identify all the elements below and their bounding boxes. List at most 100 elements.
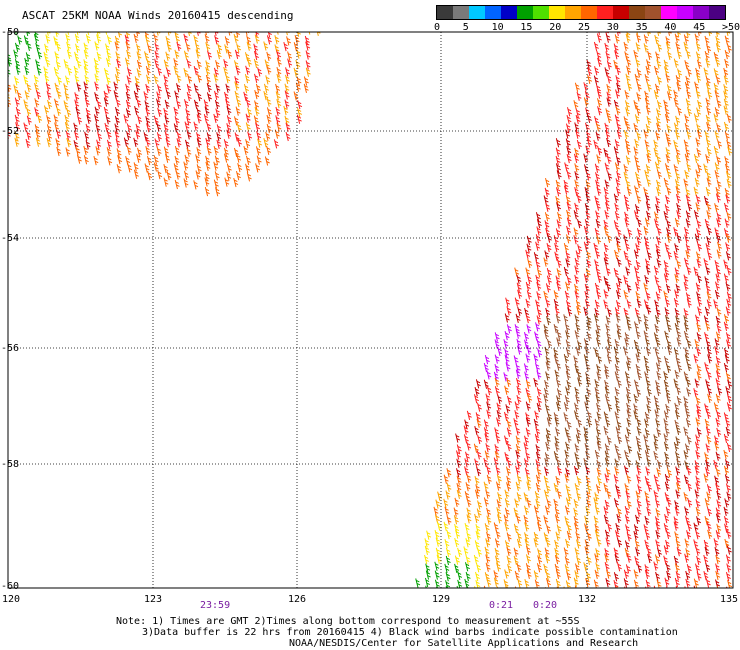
- wind-barb: [527, 274, 533, 285]
- wind-barb: [165, 138, 171, 148]
- wind-barb: [574, 274, 580, 284]
- wind-barb: [604, 364, 609, 374]
- wind-barb: [596, 89, 602, 99]
- wind-barb: [633, 410, 639, 420]
- wind-barb: [263, 41, 269, 51]
- wind-barb: [483, 585, 487, 588]
- wind-barb: [504, 522, 510, 532]
- wind-barb: [276, 98, 282, 109]
- wind-barb: [504, 507, 510, 517]
- wind-barb: [555, 138, 561, 148]
- wind-barb: [425, 585, 428, 588]
- wind-barb: [245, 32, 250, 36]
- wind-barb: [554, 243, 560, 253]
- wind-barb: [664, 330, 670, 340]
- wind-barb: [596, 402, 602, 413]
- wind-barb: [293, 91, 299, 101]
- wind-barb: [654, 65, 660, 76]
- wind-barb: [675, 75, 681, 85]
- wind-barb: [575, 434, 581, 444]
- wind-barb: [655, 482, 661, 492]
- wind-barb: [415, 578, 421, 588]
- wind-barb: [725, 251, 731, 261]
- wind-barb: [684, 354, 690, 364]
- wind-barb: [543, 515, 549, 525]
- wind-barb: [613, 146, 619, 156]
- wind-barb: [623, 129, 629, 140]
- wind-barb: [34, 98, 40, 108]
- wind-barb: [597, 476, 602, 486]
- wind-barb: [616, 489, 622, 499]
- wind-barb: [316, 32, 321, 36]
- wind-barb: [484, 450, 490, 460]
- wind-barb: [653, 395, 659, 405]
- wind-barb: [673, 250, 679, 261]
- wind-barb: [607, 339, 612, 349]
- wind-barb: [173, 58, 179, 68]
- wind-barb: [536, 291, 542, 301]
- wind-barb: [485, 393, 491, 403]
- wind-barb: [704, 50, 710, 61]
- wind-barb: [674, 179, 680, 189]
- wind-barb: [525, 417, 531, 427]
- wind-barb: [633, 393, 639, 404]
- wind-barb: [217, 43, 223, 53]
- wind-barb: [713, 82, 719, 93]
- wind-barb: [196, 132, 201, 142]
- wind-barb: [596, 537, 602, 547]
- wind-barb: [715, 363, 721, 373]
- wind-barb: [665, 36, 671, 46]
- wind-barb: [204, 187, 210, 197]
- wind-barb: [266, 114, 272, 125]
- wind-barb: [515, 313, 521, 324]
- wind-barb: [695, 530, 701, 540]
- wind-barb: [534, 587, 536, 588]
- wind-barb: [636, 426, 642, 436]
- wind-barb: [593, 75, 599, 85]
- wind-barb: [624, 139, 630, 149]
- wind-barb: [586, 258, 592, 269]
- wind-barb: [595, 323, 601, 333]
- wind-barb: [587, 418, 593, 428]
- wind-barb: [714, 107, 720, 117]
- wind-barb: [663, 555, 669, 565]
- wind-barb: [724, 474, 730, 484]
- wind-barb: [586, 315, 592, 325]
- wind-barb: [565, 347, 571, 357]
- wind-barb: [723, 449, 729, 460]
- wind-barb: [666, 227, 672, 237]
- wind-barb: [494, 547, 500, 558]
- wind-barb: [523, 331, 529, 342]
- wind-barb: [576, 193, 582, 204]
- wind-barb: [556, 524, 562, 534]
- wind-barb: [105, 32, 109, 35]
- wind-barb: [704, 130, 710, 140]
- wind-barb: [536, 402, 542, 413]
- wind-barb: [715, 370, 721, 380]
- wind-barb: [594, 449, 600, 460]
- wind-barb: [445, 547, 451, 558]
- wind-barb: [655, 131, 661, 141]
- wind-barb: [225, 98, 231, 109]
- wind-barb: [227, 49, 233, 59]
- wind-barb: [665, 41, 671, 52]
- wind-barb: [544, 505, 550, 515]
- wind-barb: [554, 514, 560, 524]
- wind-barb: [673, 89, 679, 100]
- wind-barb: [615, 403, 621, 414]
- wind-barb: [715, 467, 721, 477]
- color-scale-swatch: [453, 6, 469, 19]
- wind-barb: [674, 500, 680, 510]
- wind-barb: [674, 217, 680, 228]
- wind-barb: [486, 409, 492, 419]
- wind-barb: [576, 370, 582, 380]
- wind-barb: [213, 161, 219, 171]
- wind-barb: [645, 265, 651, 275]
- color-scale-swatch: [661, 6, 677, 19]
- wind-barb: [495, 555, 500, 565]
- wind-barb: [435, 547, 441, 557]
- wind-barb: [655, 196, 661, 206]
- wind-barb: [676, 49, 682, 59]
- wind-barb: [665, 506, 671, 516]
- wind-barb: [723, 105, 729, 115]
